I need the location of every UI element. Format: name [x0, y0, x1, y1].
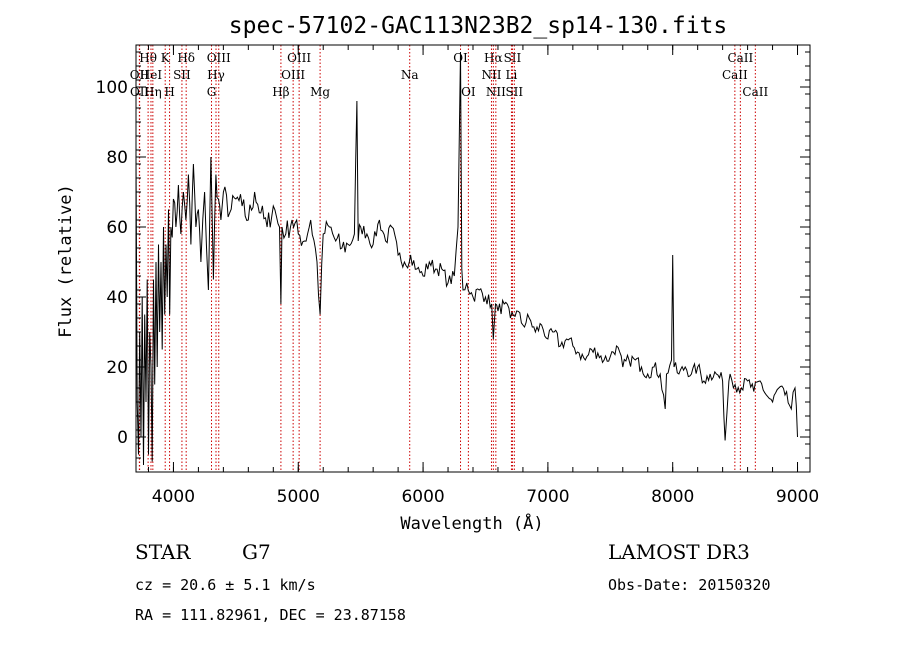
- x-tick-label: 9000: [776, 487, 819, 507]
- spectral-line-label: Mg: [310, 85, 330, 99]
- spectral-line-label: OI: [461, 85, 476, 99]
- spectral-line-label: CaII: [742, 85, 768, 99]
- spectral-line-label: Hα: [484, 51, 503, 65]
- spectral-line-label: OIII: [287, 51, 311, 65]
- spectral-line-label: H: [164, 85, 174, 99]
- spectral-line-label: OIII: [207, 51, 231, 65]
- spectral-line-label: OIII: [281, 68, 305, 82]
- spectral-line-label: CaII: [727, 51, 753, 65]
- spectral-line-label: Na: [401, 68, 419, 82]
- chart-title: spec-57102-GAC113N23B2_sp14-130.fits: [229, 13, 728, 39]
- spectral-line-label: OII: [130, 85, 150, 99]
- y-tick-label: 20: [106, 358, 128, 378]
- spectral-line-label: Hθ: [139, 51, 157, 65]
- x-tick-label: 8000: [651, 487, 694, 507]
- y-axis-label: Flux (relative): [56, 184, 76, 338]
- spectral-line-label: NII: [481, 68, 501, 82]
- plot-frame: [135, 44, 811, 473]
- spectral-line-label: Hδ: [177, 51, 195, 65]
- spectral-line-label: Hγ: [207, 68, 225, 82]
- spectral-line-label: K: [161, 51, 171, 65]
- redshift-cz: cz = 20.6 ± 5.1 km/s: [135, 576, 316, 594]
- coordinates: RA = 111.82961, DEC = 23.87158: [135, 606, 406, 624]
- y-tick-label: 0: [117, 428, 128, 448]
- spectrum-series-line: [135, 51, 798, 466]
- spectral-line-label: SII: [505, 85, 523, 99]
- object-class: STAR: [135, 540, 191, 564]
- spectral-line-label: OII: [130, 68, 150, 82]
- spectral-line-label: Hη: [144, 85, 162, 99]
- x-axis-label: Wavelength (Å): [400, 512, 543, 534]
- spectral-line-label: CaII: [722, 68, 748, 82]
- object-subclass: G7: [242, 540, 271, 564]
- spectral-line-label: HeI: [140, 68, 163, 82]
- spectral-line-label: G: [207, 85, 217, 99]
- x-tick-label: 4000: [152, 487, 195, 507]
- x-tick-label: 5000: [277, 487, 320, 507]
- y-tick-label: 80: [106, 148, 128, 168]
- y-tick-label: 100: [96, 78, 128, 98]
- spectral-line-label: Hβ: [272, 85, 289, 99]
- y-tick-label: 60: [106, 218, 128, 238]
- x-tick-label: 7000: [526, 487, 569, 507]
- y-tick-label: 40: [106, 288, 128, 308]
- spectral-line-label: SII: [173, 68, 191, 82]
- spectral-line-label: SII: [504, 51, 522, 65]
- observation-date: Obs-Date: 20150320: [608, 576, 771, 594]
- axis-ticks: 4000 5000 6000 7000 8000 9000 0 20 40 60 80 100: [96, 45, 819, 507]
- x-tick-label: 6000: [401, 487, 444, 507]
- spectral-line-label: NII: [486, 85, 506, 99]
- spectral-line-label: Li: [506, 68, 518, 82]
- survey-name: LAMOST DR3: [608, 540, 750, 564]
